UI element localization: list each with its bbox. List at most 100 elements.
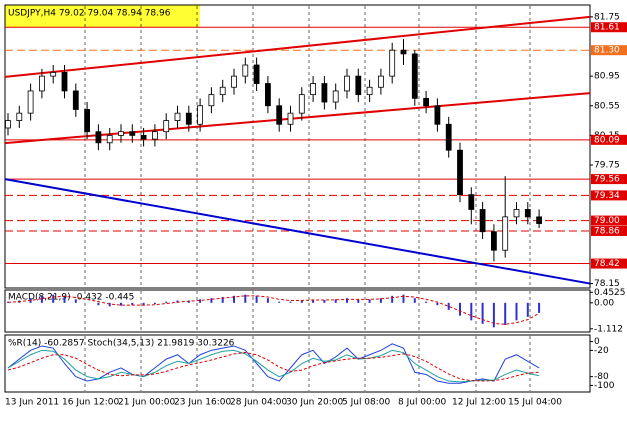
y-tick-label: -100 [594, 381, 615, 391]
level-label: 79.00 [594, 216, 620, 226]
candle-body [231, 75, 237, 88]
y-tick-label: -20 [594, 346, 609, 356]
candle-body [95, 131, 102, 144]
candle-body [16, 112, 23, 121]
candle-body [389, 49, 396, 77]
level-tag [591, 22, 627, 33]
candle-body [276, 105, 283, 125]
candle-body [513, 209, 520, 218]
x-tick-label: 12 Jul 12:00 [452, 398, 506, 408]
level-tag [591, 190, 627, 201]
macd-title: MACD(8,21,9) -0.432 -0.445 [8, 293, 134, 303]
candle-body [490, 231, 497, 251]
candle-body [321, 83, 328, 103]
trendline [4, 92, 591, 145]
trendline [4, 15, 591, 78]
level-label: 79.34 [594, 191, 620, 201]
y-tick-label: 79.75 [594, 161, 620, 171]
x-tick-label: 30 Jun 20:00 [286, 398, 343, 408]
candle-body [106, 134, 113, 144]
candle-body [332, 90, 339, 103]
macd-pane [4, 289, 591, 333]
x-tick-label: 23 Jun 16:00 [174, 398, 231, 408]
oscillator-line [7, 349, 540, 383]
candle-body [151, 131, 158, 140]
candle-body [457, 149, 463, 196]
y-tick-label: -80 [594, 372, 609, 382]
candle-body [366, 86, 373, 96]
level-label: 80.09 [594, 135, 620, 145]
candle-body [39, 75, 45, 92]
candle-body [479, 209, 486, 233]
y-tick-label: 78.15 [594, 279, 620, 289]
level-label: 79.56 [594, 175, 620, 185]
level-label: 81.30 [594, 46, 620, 56]
level-label: 78.86 [594, 226, 620, 236]
oscillator-line [7, 352, 540, 382]
candle-body [5, 120, 11, 129]
level-tag [591, 215, 627, 226]
candle-body [242, 64, 249, 77]
candle-body [219, 86, 226, 96]
candle-body [298, 94, 305, 114]
level-tag [591, 258, 627, 269]
main-pane [4, 4, 591, 289]
level-tag [591, 134, 627, 145]
oscillator-title: %R(14) -60.2857 Stoch(34,5,13) 21.9819 3… [8, 339, 235, 349]
candle-body [536, 216, 542, 224]
candle-body [400, 49, 407, 55]
candle-body [377, 75, 384, 88]
candle-body [61, 72, 68, 92]
candle-body [502, 216, 509, 251]
x-tick-label: 13 Jun 2011 [5, 398, 59, 408]
y-tick-label: 80.95 [594, 72, 620, 82]
x-tick-label: 28 Jun 04:00 [230, 398, 287, 408]
candle-body [50, 72, 57, 77]
candle-body [344, 75, 350, 92]
y-tick-label: 0 [594, 337, 600, 347]
x-tick-label: 16 Jun 12:00 [62, 398, 119, 408]
level-label: 78.42 [594, 259, 620, 269]
candle-body [264, 83, 271, 107]
trendline [4, 178, 591, 285]
oscillator-line [7, 343, 540, 384]
title-box [5, 5, 200, 27]
candle-body [140, 134, 147, 140]
candle-body [423, 97, 430, 107]
x-tick-label: 21 Jun 00:00 [118, 398, 175, 408]
candle-body [84, 109, 90, 133]
y-tick-label: 0.4525 [594, 288, 626, 298]
y-tick-label: 0.00 [594, 298, 614, 308]
level-tag [591, 225, 627, 236]
y-tick-label: 81.75 [594, 12, 620, 22]
candle-body [310, 83, 317, 96]
y-tick-label: -1.112 [594, 324, 623, 334]
candle-body [355, 75, 362, 96]
x-tick-label: 5 Jul 08:00 [342, 398, 391, 408]
candle-body [27, 90, 34, 114]
candle-body [129, 131, 136, 136]
chart-title: USDJPY,H4 79.02 79.04 78.94 78.96 [8, 9, 171, 19]
candle-body [174, 112, 181, 121]
candle-body [72, 90, 79, 110]
level-label: 81.61 [594, 23, 620, 33]
x-tick-label: 8 Jul 00:00 [398, 398, 447, 408]
candle-body [185, 112, 192, 125]
level-tag [591, 174, 627, 185]
oscillator-pane [4, 334, 591, 393]
signal-line [7, 295, 540, 325]
candle-body [445, 123, 452, 151]
candle-body [197, 105, 204, 125]
x-tick-label: 15 Jul 04:00 [508, 398, 562, 408]
candle-body [253, 64, 260, 84]
level-tag [591, 45, 627, 56]
candle-body [524, 209, 531, 218]
candle-body [118, 131, 124, 136]
candle-body [411, 53, 418, 99]
candle-body [434, 105, 441, 125]
candle-body [208, 94, 215, 107]
candle-body [468, 194, 475, 210]
candle-body [287, 112, 294, 125]
